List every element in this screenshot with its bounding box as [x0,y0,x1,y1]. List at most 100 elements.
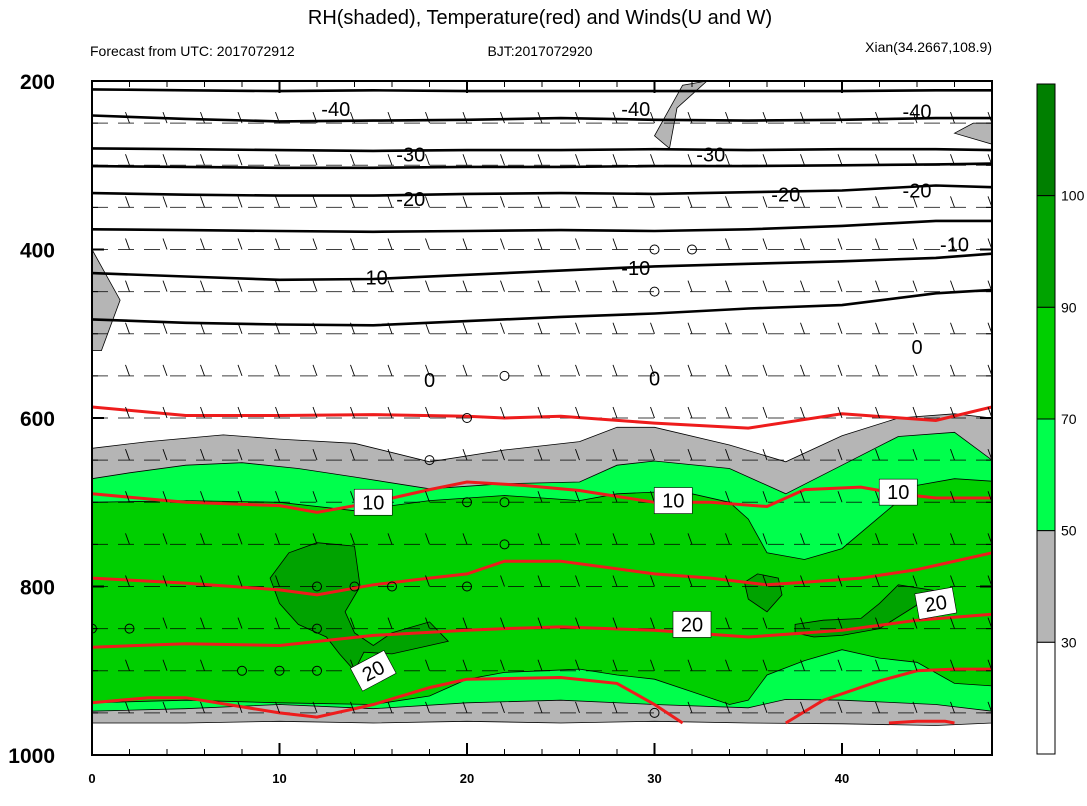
y-tick-label: 600 [20,408,55,431]
wind-barb [837,491,843,503]
wind-barb [237,196,243,208]
wind-barb [875,575,880,587]
isotherm-label: -20 [396,189,425,211]
wind-barb [762,701,768,714]
colorbar-swatch [1036,418,1056,532]
x-tick-label: 20 [460,771,474,786]
wind-barb [312,280,318,292]
wind-barb [162,280,168,292]
wind-barb [425,196,430,208]
wind-barb [237,575,243,587]
wind-barb [612,322,618,334]
wind-barb [687,111,693,124]
wind-barb [762,364,768,377]
wind-barb [687,154,693,166]
wind-barb [537,154,543,166]
plot-area: -40 -40 -40 -30 -30 -20 -20 -20 -10 -10 -10 0 0 0 10 10… [8,71,993,786]
isotherm-line-2 [92,147,992,153]
wind-barb [200,701,205,714]
wind-barb [912,448,918,461]
wind-barb [687,701,693,714]
wind-barb [837,617,843,629]
wind-barb [425,491,430,503]
wind-barb [687,406,693,419]
wind-barb [800,406,805,419]
wind-barb [162,196,168,208]
wind-barb [387,406,393,419]
calm-wind-point [387,581,397,592]
rh-region-30-top-right [953,122,992,145]
wind-barb [125,575,130,587]
wind-barb [800,575,805,587]
wind-barb [537,701,543,714]
temperature-label-box [914,586,958,620]
wind-barb [879,81,880,82]
wind-barb [425,406,430,419]
temperature-contour-0-0 [92,405,992,430]
wind-barb [687,364,693,377]
wind-barb [912,617,918,629]
wind-barb [425,364,430,377]
wind-barb [275,364,280,377]
wind-barb [125,111,130,124]
wind-barb [800,154,805,166]
wind-barb [237,448,243,461]
isotherm-label: -10 [940,234,969,256]
temperature-contour-30-6 [888,719,955,725]
wind-barb [800,280,805,292]
isotherm-label: -40 [321,99,350,121]
temperature-label-box [653,487,693,514]
wind-barb [162,238,168,250]
wind-barb [650,448,655,461]
wind-barb [575,533,580,545]
wind-barb [800,617,805,629]
wind-barb [762,196,768,208]
wind-barb [279,81,280,82]
wind-barb [687,659,693,671]
wind-barb [912,406,918,419]
wind-barb [350,701,355,714]
calm-wind-point [499,370,510,381]
wind-barb [612,659,618,671]
wind-barb [766,81,767,82]
wind-barb [612,280,618,292]
temperature-label-text: 10 [662,491,684,513]
wind-barb [837,111,843,124]
wind-barb [200,659,205,671]
wind-barb [200,322,205,334]
calm-wind-point [312,581,322,592]
temperature-label-text: 20 [681,614,703,636]
wind-barb [612,154,618,166]
temperature-contour-30-5 [785,667,992,725]
wind-barb [387,533,393,545]
wind-barb [200,111,205,124]
wind-barb [650,617,655,629]
wind-barb [950,196,955,208]
colorbar-swatch [1036,306,1056,420]
wind-barb [950,659,955,671]
wind-barb [387,196,393,208]
wind-barb [387,111,393,124]
wind-barb [537,364,543,377]
wind-barb [912,701,918,714]
rh-region-30-top-left [92,248,121,352]
temperature-label: 20 [672,611,712,638]
chart-title: RH(shaded), Temperature(red) and Winds(U… [308,7,772,29]
wind-barb [200,196,205,208]
wind-barb [162,659,168,671]
wind-barb [875,491,880,503]
wind-barb [541,81,542,82]
wind-barb [725,448,730,461]
wind-barb [462,617,468,629]
wind-barb [462,322,468,334]
wind-barb [429,81,430,82]
wind-barb [762,280,768,292]
colorbar-level-label: 100 [1061,188,1085,204]
calm-wind-point [312,623,322,634]
wind-barb [612,448,618,461]
temperature-label: 20 [349,649,397,692]
wind-barb [650,196,655,208]
wind-barb [950,280,955,292]
wind-barb [166,81,167,82]
